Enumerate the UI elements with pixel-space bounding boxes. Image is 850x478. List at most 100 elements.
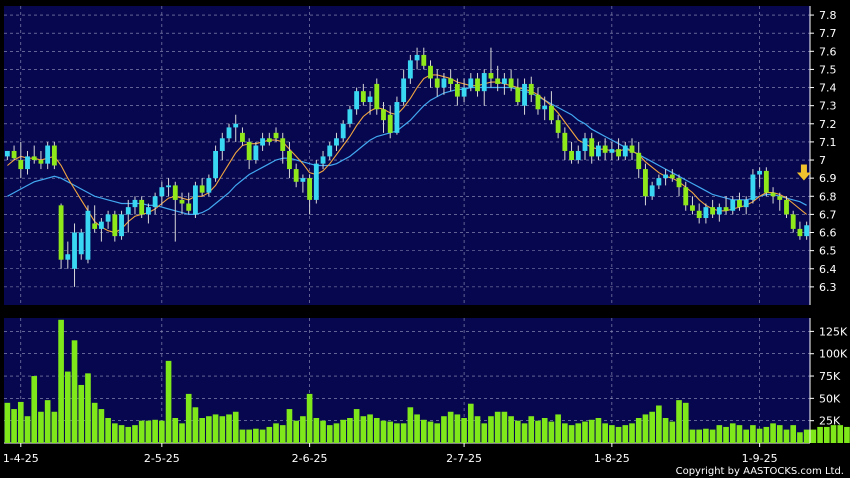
candle-body [381, 109, 386, 121]
volume-bar [629, 423, 635, 443]
candle-body [636, 152, 642, 170]
candle-body [770, 192, 776, 197]
volume-bar [353, 409, 360, 443]
price-tick-label: 7.8 [819, 9, 837, 22]
candle-body [669, 174, 675, 179]
candle-body [112, 214, 118, 237]
candle-body [763, 170, 769, 193]
volume-bar [112, 423, 118, 443]
volume-bar [253, 428, 259, 443]
price-tick-label: 6.6 [819, 227, 837, 240]
candle-body [454, 83, 460, 97]
candle-body [253, 145, 259, 161]
volume-bar [125, 426, 132, 443]
volume-bar [515, 420, 521, 443]
volume-bar [756, 428, 763, 443]
candle-body [575, 150, 581, 161]
candle-body [98, 221, 104, 229]
volume-bar [340, 419, 347, 443]
volume-bar [790, 425, 797, 443]
candle-body [72, 232, 77, 269]
volume-bar [279, 425, 286, 443]
volume-bar [783, 429, 790, 443]
price-tick-label: 7.2 [819, 118, 837, 131]
volume-bar [823, 426, 830, 443]
volume-bar [535, 420, 541, 443]
candle-body [629, 145, 635, 153]
candle-body [716, 207, 722, 215]
candle-body [522, 83, 527, 106]
volume-bar [427, 421, 434, 443]
candle-body [488, 73, 494, 79]
candle-body [743, 199, 749, 208]
volume-bar [118, 425, 125, 443]
candle-body [582, 138, 588, 151]
volume-bar [743, 429, 750, 443]
candle-body [179, 199, 185, 204]
volume-bar [11, 409, 17, 443]
volume-bar [763, 426, 770, 443]
volume-bar [367, 414, 373, 443]
price-tick-label: 6.9 [819, 172, 837, 185]
candle-body [663, 174, 669, 179]
x-tick-label: 1-9-25 [742, 452, 778, 465]
candle-body [31, 156, 37, 161]
volume-bar [286, 409, 293, 443]
candle-body [441, 78, 447, 88]
candle-body [448, 78, 454, 84]
volume-bar [810, 429, 817, 443]
price-tick-label: 7.1 [819, 136, 837, 149]
candle-body [219, 138, 225, 151]
volume-bar [414, 414, 420, 443]
candle-body [797, 228, 803, 237]
volume-bar [306, 393, 313, 443]
candle-body [562, 132, 568, 151]
volume-bar [78, 384, 85, 443]
volume-bar [434, 423, 441, 443]
volume-tick-label: 75K [819, 370, 841, 383]
volume-bar [24, 416, 31, 443]
volume-bar [528, 416, 535, 443]
volume-bar [199, 418, 205, 443]
candle-body [589, 138, 595, 157]
candle-body [777, 196, 783, 200]
x-tick-label: 2-5-25 [144, 452, 180, 465]
volume-bar [635, 418, 642, 443]
volume-panel [4, 318, 810, 443]
volume-bar [259, 429, 266, 443]
volume-bar [682, 402, 689, 443]
candle-body [723, 207, 729, 211]
price-tick-label: 7.4 [819, 82, 837, 95]
candle-body [125, 207, 131, 215]
candle-body [25, 156, 30, 170]
volume-bar [273, 423, 279, 443]
candle-body [145, 207, 151, 215]
down-arrow-icon [796, 164, 811, 181]
price-tick-label: 6.5 [819, 245, 837, 258]
candle-body [683, 187, 689, 206]
copyright-text: Copyright by AASTOCKS.com Ltd. [675, 466, 844, 477]
candle-body [186, 203, 192, 211]
volume-bar [642, 414, 649, 443]
candle-body [414, 54, 420, 61]
volume-bar [461, 418, 467, 443]
candle-body [501, 78, 507, 84]
candle-body [300, 178, 306, 182]
candle-body [730, 199, 736, 211]
price-tick-label: 6.7 [819, 208, 837, 221]
candle-body [85, 210, 91, 260]
candle-body [401, 78, 407, 103]
candle-body [193, 185, 198, 215]
candle-body [784, 199, 789, 215]
volume-bar [662, 418, 669, 443]
volume-bar [185, 393, 192, 443]
price-tick-label: 7.6 [819, 45, 837, 58]
volume-bar [91, 402, 98, 443]
volume-bar [313, 418, 320, 443]
candle-body [690, 205, 695, 211]
candle-body [347, 109, 353, 124]
volume-bar [750, 425, 756, 443]
volume-bar [474, 416, 481, 443]
candle-body [51, 145, 57, 166]
candle-body [495, 78, 501, 84]
